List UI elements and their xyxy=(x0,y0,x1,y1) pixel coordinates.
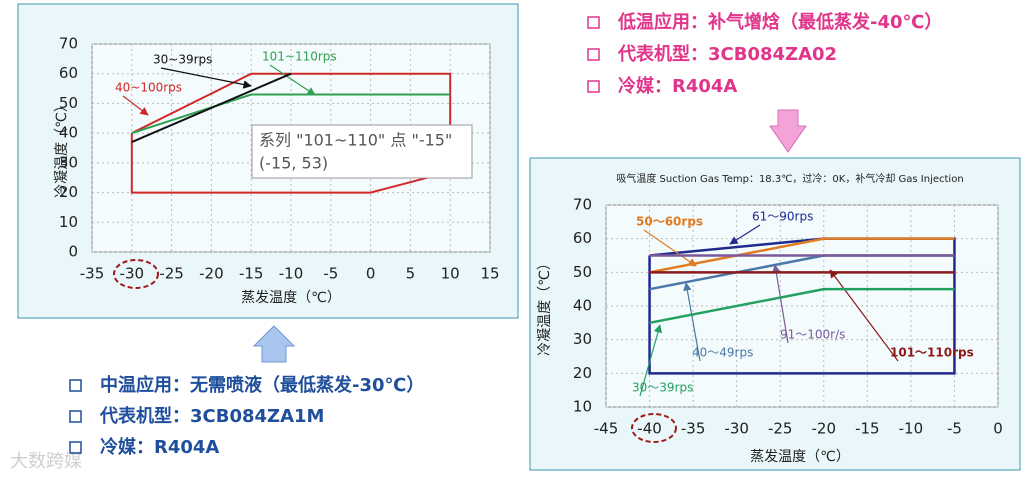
label-arrow xyxy=(829,269,899,362)
watermark: 大数跨媒 xyxy=(10,451,82,472)
y-tick-label: 60 xyxy=(59,64,78,82)
x-tick-label: -25 xyxy=(159,265,184,283)
y-tick-label: 10 xyxy=(573,398,592,416)
bullet-square xyxy=(587,16,600,29)
x-tick-label: 10 xyxy=(441,265,460,283)
series-label: 91～100r/s xyxy=(780,328,845,342)
y-tick-label: 40 xyxy=(573,297,592,315)
series-label: 40~100rps xyxy=(115,81,182,95)
y-tick-label: 0 xyxy=(68,243,78,261)
tooltip-text: 系列 "101~110" 点 "-15" xyxy=(259,131,452,150)
y-tick-label: 50 xyxy=(573,263,592,281)
x-tick-label: -10 xyxy=(279,265,304,283)
y-tick-label: 20 xyxy=(59,183,78,201)
x-tick-label: 0 xyxy=(993,420,1003,438)
bullet-text: 代表机型：3CB084ZA02 xyxy=(617,43,837,65)
series-line xyxy=(131,72,292,143)
y-tick-label: 50 xyxy=(59,94,78,112)
chart-title: 吸气温度 Suction Gas Temp：18.3℃，过冷：0K，补气冷却 G… xyxy=(616,172,963,185)
series-label: 50～60rps xyxy=(636,215,703,229)
series-label: 61～90rps xyxy=(752,210,813,224)
highlight-ellipse xyxy=(631,413,677,443)
y-tick-label: 20 xyxy=(573,364,592,382)
bullet-text: 冷媒：R404A xyxy=(618,75,737,97)
label-arrow xyxy=(729,224,761,245)
label-arrow xyxy=(160,67,252,89)
series-label: 30~39rps xyxy=(153,53,212,67)
up-arrow xyxy=(252,325,296,363)
x-tick-label: -45 xyxy=(594,420,619,438)
x-axis-label: 蒸发温度（℃） xyxy=(750,449,850,465)
bullet-text: 中温应用：无需喷液（最低蒸发-30℃） xyxy=(100,374,424,396)
series-line xyxy=(649,287,955,325)
x-tick-label: 15 xyxy=(480,265,499,283)
series-line xyxy=(649,237,955,274)
bullet-text: 代表机型：3CB084ZA1M xyxy=(99,405,324,427)
highlight-ellipse xyxy=(113,259,159,289)
y-tick-label: 30 xyxy=(573,330,592,348)
x-tick-label: -15 xyxy=(855,420,880,438)
series-line xyxy=(131,93,451,135)
x-tick-label: -10 xyxy=(899,420,924,438)
x-tick-label: -5 xyxy=(947,420,962,438)
y-axis-label: 冷凝温度（℃） xyxy=(537,256,553,356)
x-tick-label: -30 xyxy=(724,420,749,438)
y-tick-label: 30 xyxy=(59,153,78,171)
y-tick-label: 40 xyxy=(59,124,78,142)
bullet-square xyxy=(69,441,82,454)
bullet-square xyxy=(69,379,82,392)
label-arrow xyxy=(643,229,697,267)
series-label: 101～110rps xyxy=(890,346,974,360)
x-tick-label: -25 xyxy=(768,420,793,438)
label-arrow xyxy=(122,95,149,116)
x-tick-label: -35 xyxy=(80,265,105,283)
label-arrow xyxy=(772,264,789,344)
tooltip-text: (-15, 53) xyxy=(259,154,328,173)
series-label: 101~110rps xyxy=(262,50,337,64)
x-tick-label: 5 xyxy=(406,265,416,283)
label-arrow xyxy=(269,64,316,96)
bullet-text: 低温应用：补气增焓（最低蒸发-40℃） xyxy=(617,11,942,33)
label-arrow xyxy=(683,282,701,362)
label-arrow xyxy=(639,324,662,397)
bullet-text: 冷媒：R404A xyxy=(100,436,219,458)
y-tick-label: 10 xyxy=(59,213,78,231)
x-tick-label: -15 xyxy=(239,265,264,283)
x-tick-label: -20 xyxy=(199,265,224,283)
series-label: 30～39rps xyxy=(632,381,693,395)
x-tick-label: -40 xyxy=(637,420,662,438)
tooltip-box xyxy=(251,124,473,179)
bullet-square xyxy=(69,410,82,423)
x-axis-label: 蒸发温度（℃） xyxy=(241,290,341,306)
x-tick-label: 0 xyxy=(366,265,376,283)
x-tick-label: -5 xyxy=(323,265,338,283)
bullet-square xyxy=(587,80,600,93)
y-axis-label: 冷凝温度（℃） xyxy=(54,98,70,198)
x-tick-label: -20 xyxy=(812,420,837,438)
y-tick-label: 70 xyxy=(573,196,592,214)
y-tick-label: 60 xyxy=(573,229,592,247)
y-tick-label: 70 xyxy=(59,35,78,53)
series-line xyxy=(648,237,956,375)
x-tick-label: -35 xyxy=(681,420,706,438)
down-arrow xyxy=(769,109,807,153)
series-label: 40～49rps xyxy=(692,346,753,360)
bullet-square xyxy=(587,48,600,61)
x-tick-label: -30 xyxy=(120,265,145,283)
